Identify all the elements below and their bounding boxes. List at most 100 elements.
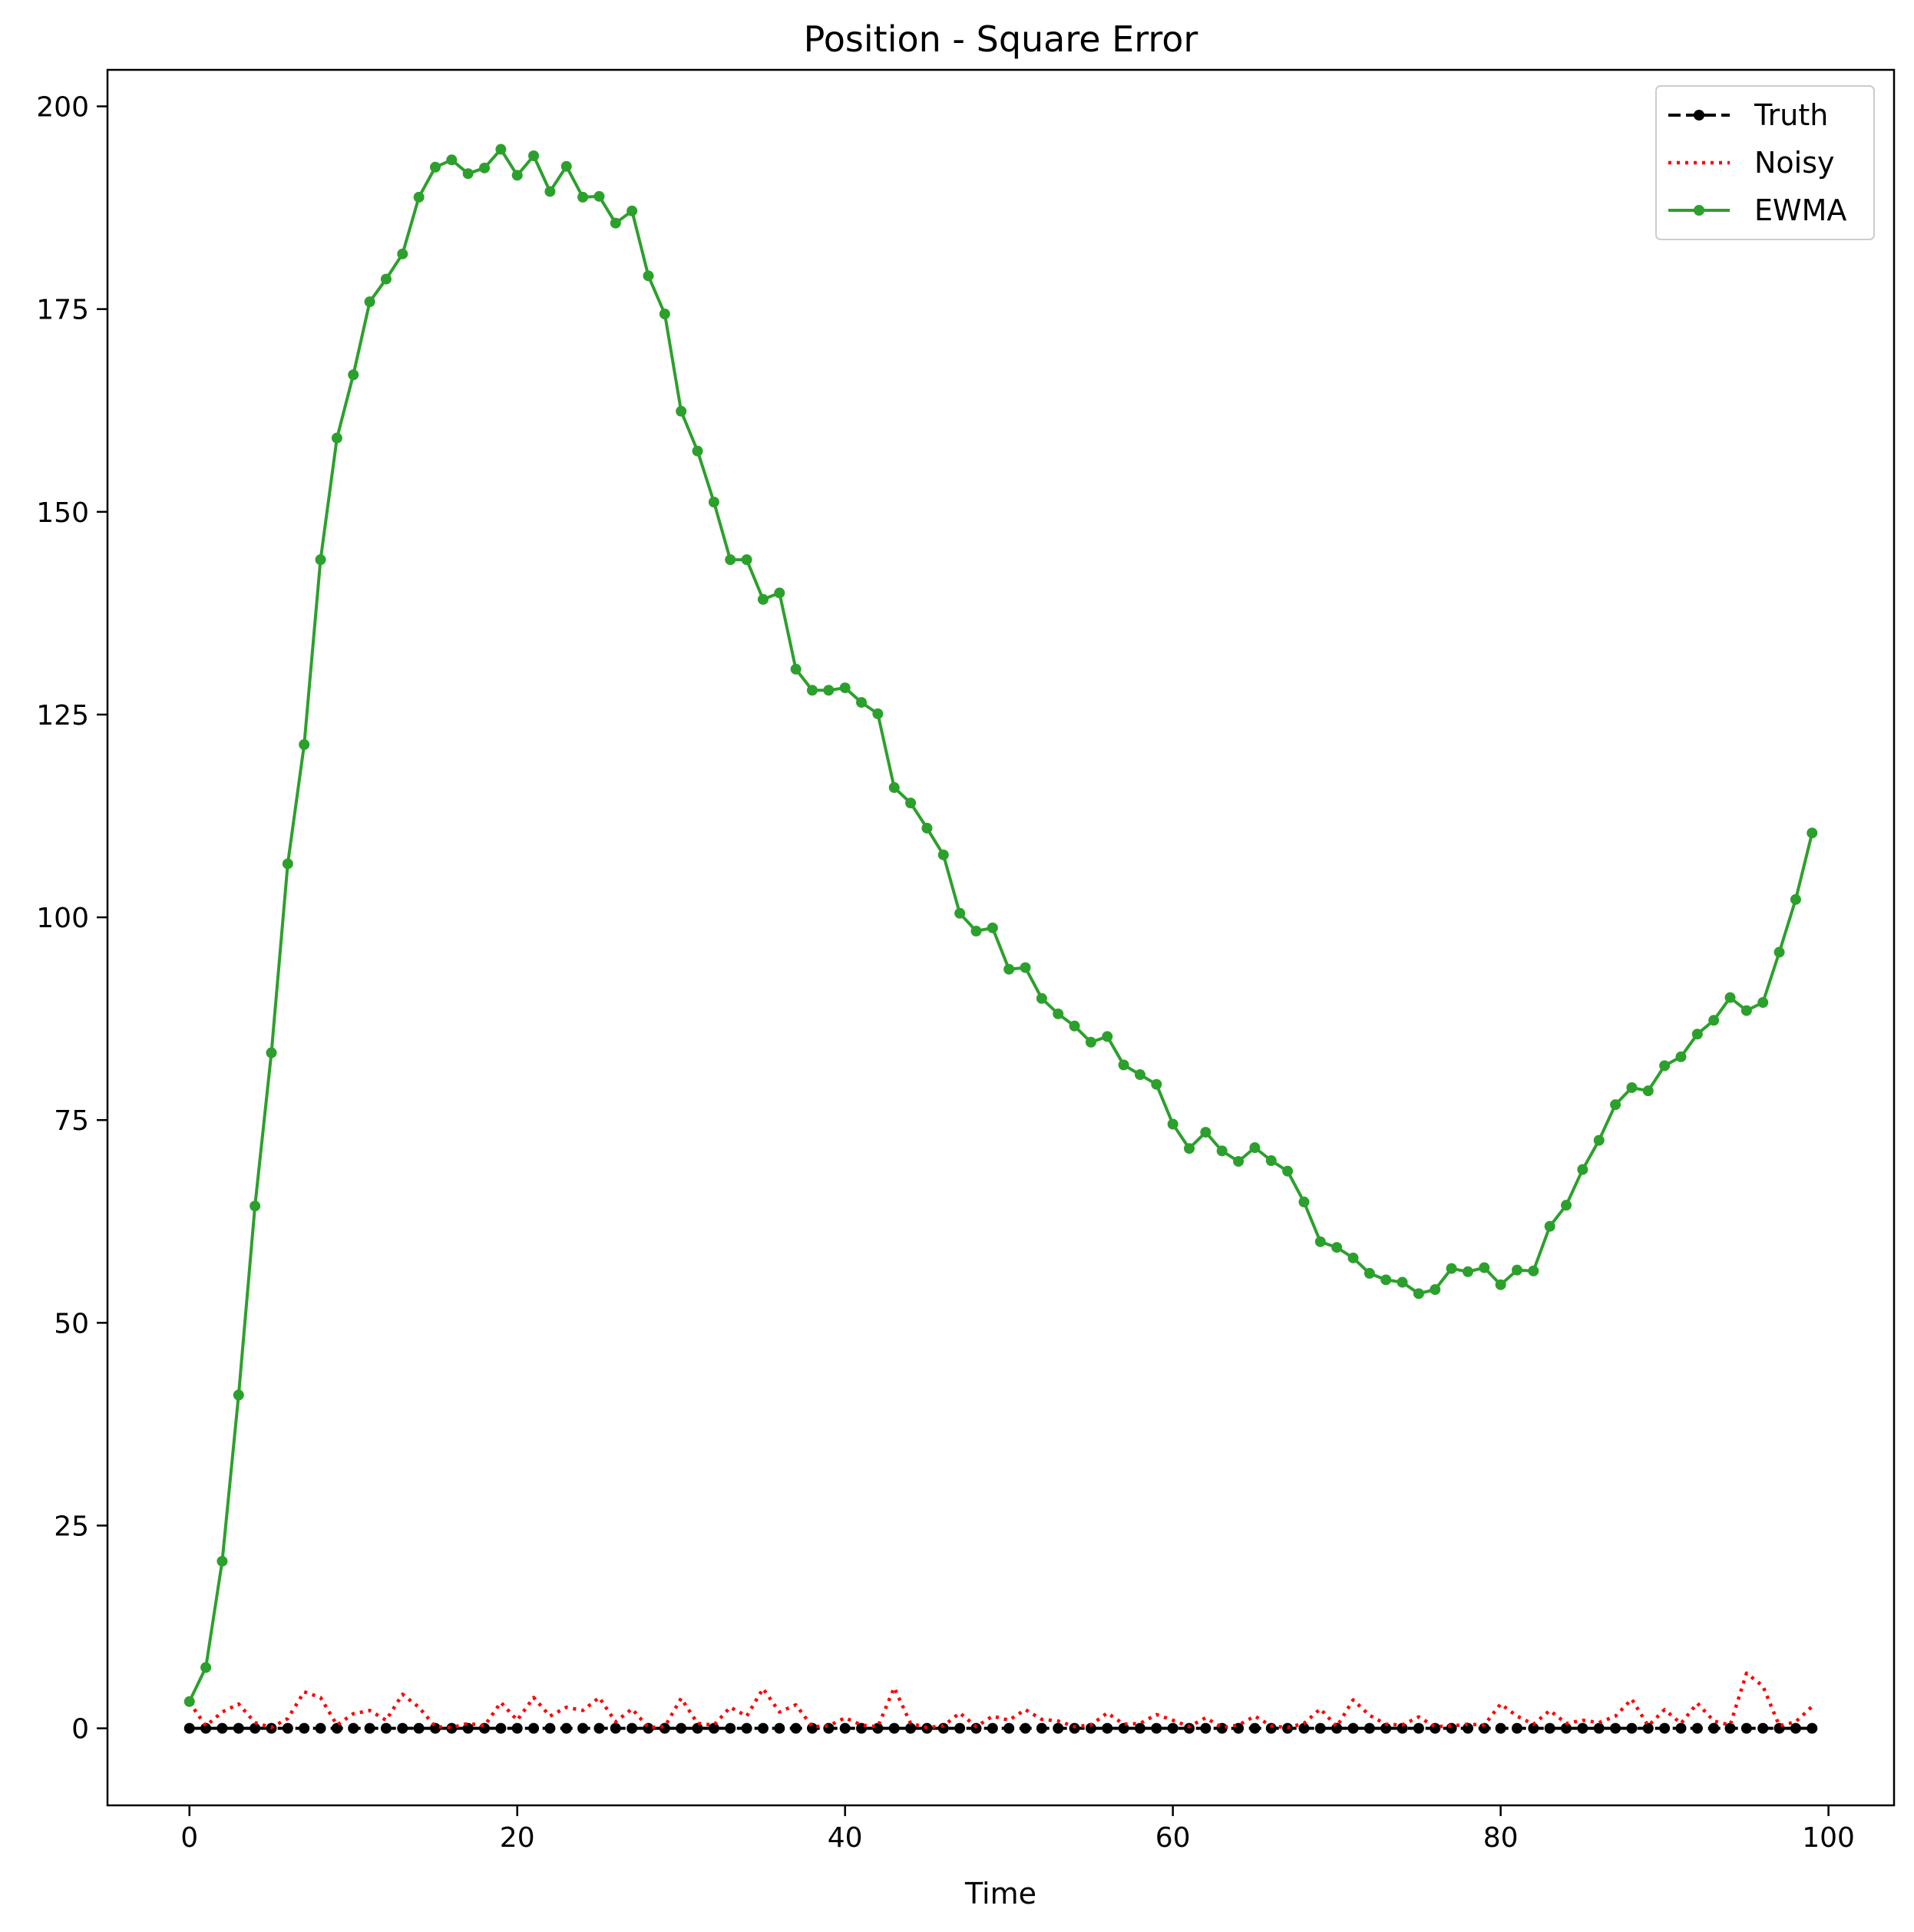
data-point bbox=[708, 1722, 719, 1734]
data-point bbox=[544, 186, 556, 197]
data-point bbox=[659, 309, 670, 320]
data-point bbox=[757, 1722, 769, 1734]
data-point bbox=[380, 1722, 392, 1734]
data-point bbox=[183, 1696, 195, 1707]
data-point bbox=[1020, 962, 1031, 973]
data-point bbox=[1593, 1722, 1605, 1734]
data-point bbox=[1544, 1722, 1555, 1734]
data-point bbox=[1380, 1274, 1392, 1286]
data-point bbox=[544, 1722, 556, 1734]
data-point bbox=[364, 1722, 375, 1734]
data-point bbox=[1790, 893, 1801, 905]
data-point bbox=[1085, 1722, 1096, 1734]
data-point bbox=[183, 1722, 195, 1734]
data-point bbox=[1167, 1118, 1178, 1130]
data-point bbox=[413, 191, 425, 203]
data-point bbox=[954, 1722, 966, 1734]
data-point bbox=[1118, 1059, 1129, 1071]
data-point bbox=[692, 1722, 703, 1734]
data-point bbox=[299, 739, 310, 751]
data-point bbox=[1479, 1722, 1490, 1734]
data-point bbox=[577, 191, 589, 203]
data-point bbox=[1314, 1722, 1326, 1734]
data-point bbox=[1233, 1156, 1245, 1167]
data-point bbox=[315, 554, 326, 566]
data-point bbox=[331, 1722, 342, 1734]
x-axis-label: Time bbox=[964, 1877, 1036, 1911]
data-point bbox=[495, 1722, 507, 1734]
data-point bbox=[1495, 1722, 1506, 1734]
series-truth bbox=[183, 1722, 1818, 1734]
data-point bbox=[1020, 1722, 1031, 1734]
data-point bbox=[1675, 1722, 1687, 1734]
data-point bbox=[774, 587, 785, 599]
y-tick-label: 125 bbox=[36, 700, 89, 732]
data-point bbox=[1282, 1165, 1294, 1177]
data-point bbox=[1347, 1252, 1359, 1263]
data-point bbox=[757, 593, 769, 605]
data-point bbox=[331, 432, 342, 444]
data-point bbox=[1642, 1085, 1654, 1097]
data-point bbox=[217, 1722, 228, 1734]
data-point bbox=[1610, 1722, 1621, 1734]
data-point bbox=[282, 858, 293, 870]
data-point bbox=[495, 144, 507, 155]
data-point bbox=[1134, 1722, 1145, 1734]
data-point bbox=[1036, 1722, 1047, 1734]
x-tick-label: 80 bbox=[1483, 1822, 1519, 1854]
data-point bbox=[741, 1722, 752, 1734]
data-point bbox=[250, 1200, 261, 1212]
data-point bbox=[560, 160, 572, 172]
data-point bbox=[1528, 1265, 1539, 1276]
y-tick-label: 150 bbox=[36, 497, 89, 529]
data-point bbox=[233, 1389, 244, 1401]
data-point bbox=[511, 1722, 523, 1734]
data-point bbox=[528, 150, 540, 161]
data-point bbox=[1659, 1722, 1671, 1734]
legend-box bbox=[1655, 85, 1875, 240]
data-point bbox=[1708, 1722, 1720, 1734]
data-point bbox=[1085, 1036, 1096, 1048]
legend: Truth Noisy EWMA bbox=[1655, 85, 1875, 240]
data-point bbox=[528, 1722, 540, 1734]
data-point bbox=[643, 1722, 654, 1734]
data-point bbox=[1249, 1142, 1261, 1154]
data-point bbox=[446, 1722, 458, 1734]
data-point bbox=[266, 1047, 277, 1058]
data-point bbox=[643, 270, 654, 282]
data-point bbox=[1446, 1722, 1457, 1734]
data-point bbox=[1053, 1722, 1064, 1734]
data-point bbox=[1577, 1722, 1588, 1734]
data-point bbox=[937, 849, 949, 860]
data-point bbox=[560, 1722, 572, 1734]
data-point bbox=[1184, 1143, 1195, 1154]
x-tick-label: 40 bbox=[828, 1822, 863, 1854]
data-point bbox=[1003, 963, 1015, 975]
data-point bbox=[1740, 1722, 1752, 1734]
legend-marker bbox=[1694, 205, 1704, 216]
data-point bbox=[839, 682, 851, 694]
data-point bbox=[282, 1722, 293, 1734]
data-point bbox=[446, 154, 458, 166]
data-point bbox=[1691, 1722, 1703, 1734]
data-point bbox=[1593, 1134, 1605, 1146]
data-point bbox=[1691, 1029, 1703, 1040]
x-tick-label: 20 bbox=[500, 1822, 535, 1854]
chart-title: Position - Square Error bbox=[804, 18, 1198, 60]
data-point bbox=[856, 697, 868, 708]
data-point bbox=[872, 708, 884, 719]
data-point bbox=[1577, 1164, 1588, 1175]
data-point bbox=[1659, 1060, 1671, 1072]
data-point bbox=[1331, 1242, 1343, 1253]
data-point bbox=[725, 1722, 736, 1734]
data-point bbox=[1544, 1220, 1555, 1232]
data-point bbox=[1528, 1722, 1539, 1734]
x-axis-ticks: 0 20 40 60 80 100 bbox=[180, 1805, 1855, 1854]
data-point bbox=[708, 497, 719, 508]
data-point bbox=[1626, 1722, 1638, 1734]
data-point bbox=[1610, 1099, 1621, 1111]
y-tick-label: 75 bbox=[54, 1105, 89, 1137]
data-point bbox=[725, 554, 736, 566]
data-point bbox=[1675, 1051, 1687, 1062]
